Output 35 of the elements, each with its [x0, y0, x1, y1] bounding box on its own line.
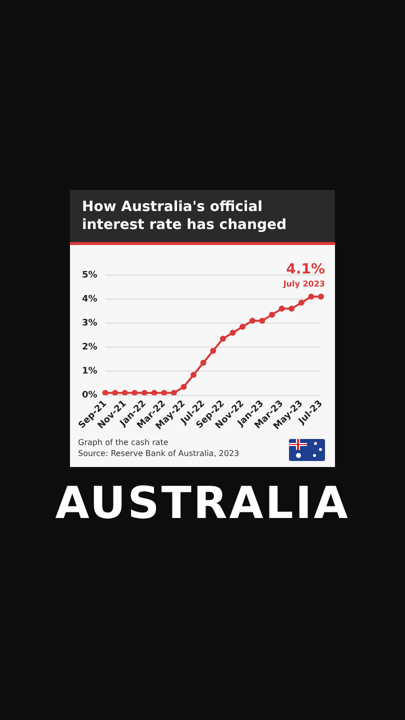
point: [200, 360, 206, 366]
annotation: July 2023: [282, 280, 325, 289]
point: [161, 390, 168, 396]
text: Graph of the cash rate: [78, 437, 170, 448]
point: [259, 318, 266, 324]
point: [268, 312, 275, 318]
y-tick-label: 2%: [82, 342, 98, 353]
annotation: 4.1%: [286, 261, 325, 278]
point: [180, 384, 187, 390]
point: [102, 390, 108, 396]
y-tick-label: 0%: [82, 390, 98, 401]
chart-title: How Australia's official interest rate has changed: [70, 190, 335, 245]
y-tick-label: 3%: [82, 318, 98, 328]
point: [132, 390, 138, 396]
point: [151, 390, 158, 396]
point: [220, 336, 226, 342]
point: [210, 348, 216, 354]
point: [249, 318, 256, 324]
y-tick-label: 5%: [82, 270, 98, 280]
source-note: Source: Reserve Bank of Australia, 2023: [78, 448, 240, 459]
point: [230, 330, 236, 336]
point: [288, 306, 295, 312]
point: [142, 390, 148, 396]
point: [190, 372, 197, 378]
point: [122, 390, 128, 396]
point: [318, 294, 324, 300]
y-tick-label: 4%: [82, 294, 98, 304]
text: AUSTRALIA: [54, 478, 351, 529]
point: [278, 306, 285, 312]
point: [170, 390, 177, 396]
point: [298, 300, 304, 306]
y-tick-label: 1%: [82, 366, 98, 377]
point: [240, 324, 246, 330]
point: [112, 390, 118, 396]
point: [308, 294, 314, 300]
